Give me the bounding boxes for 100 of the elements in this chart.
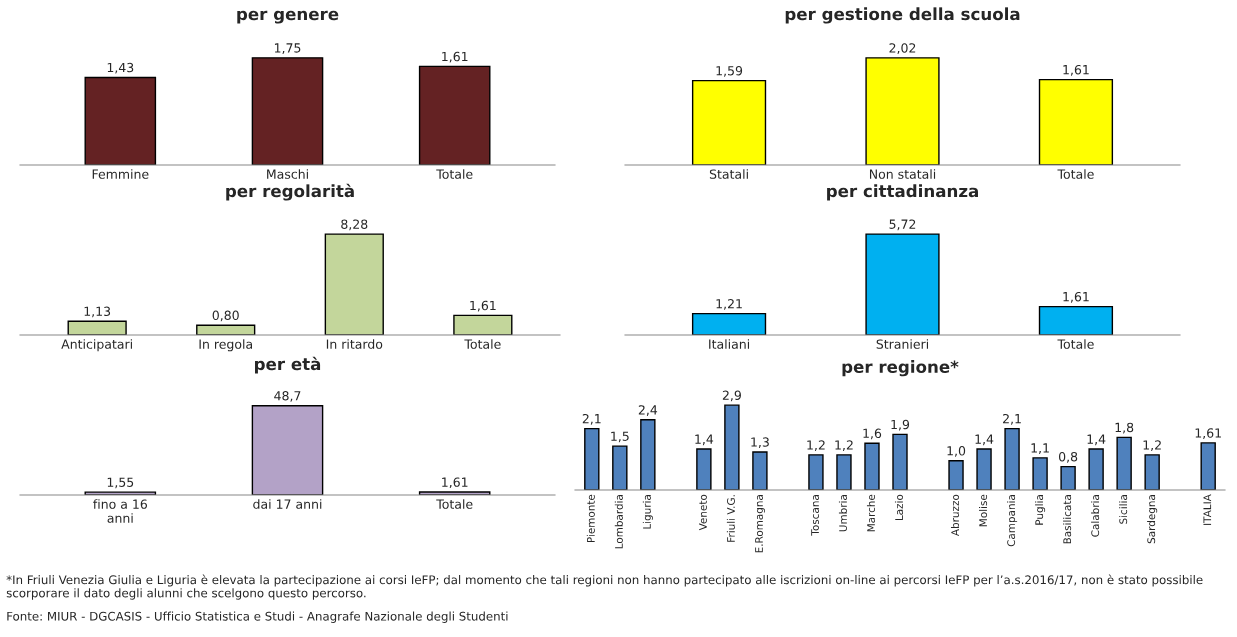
x-tick-label: Friuli V.G. — [726, 495, 735, 542]
bar — [612, 445, 628, 490]
data-label: 1,59 — [716, 66, 743, 77]
bar — [724, 404, 740, 490]
data-label: 1,61 — [1063, 64, 1089, 76]
x-tick-label: Basilicata — [1063, 495, 1072, 544]
bar — [1060, 465, 1076, 490]
x-tick-label: ITALIA — [1203, 494, 1212, 525]
x-tick-label: Italiani — [709, 339, 750, 349]
x-tick-label: fino a 16 anni — [93, 499, 147, 523]
data-label: 1,0 — [947, 446, 966, 457]
bar — [640, 419, 656, 490]
chart-title: per gestione della scuola — [785, 7, 1020, 24]
bar — [808, 454, 824, 490]
x-tick-label: Anticipatari — [61, 339, 132, 352]
data-label: 1,4 — [695, 434, 714, 446]
x-tick-label: Umbria — [838, 495, 847, 532]
x-tick-label: Totale — [436, 169, 473, 179]
data-label: 2,02 — [889, 43, 916, 54]
data-label: 1,43 — [107, 62, 134, 74]
chart-title: per genere — [237, 10, 339, 24]
data-label: 1,8 — [1115, 422, 1134, 434]
data-label: 1,9 — [891, 419, 910, 431]
x-tick-label: Sicilia — [1119, 495, 1128, 524]
bar — [864, 442, 880, 490]
data-label: 2,1 — [582, 413, 601, 425]
x-tick-label: Totale — [464, 339, 501, 349]
bar — [1032, 457, 1048, 490]
data-label: 2,4 — [638, 405, 658, 416]
x-tick-label: Liguria — [642, 495, 653, 529]
data-label: 5,72 — [889, 219, 916, 231]
data-label: 1,1 — [1031, 443, 1049, 454]
bar — [976, 448, 992, 490]
x-tick-label: Totale — [436, 499, 473, 509]
text: *In Friuli Venezia Giulia e Liguria è elevata la partecipazione ai corsi IeFP; dal momento che tali regioni non hanno partecipato alle iscrizioni on-line ai percorsi IeFP per l’a.s.2016/17, non è stato possibile scorporare il dato degli alunni che scelgono questo percorso. — [6, 574, 1203, 600]
x-tick-label: Statali — [709, 169, 748, 179]
data-label: 0,8 — [1058, 451, 1078, 463]
data-label: 48,7 — [274, 391, 301, 402]
x-tick-label: Piemonte — [586, 494, 595, 543]
data-label: 1,61 — [442, 51, 468, 63]
x-tick-label: Lombardia — [614, 495, 623, 549]
data-label: 0,80 — [212, 310, 239, 322]
bar — [453, 314, 513, 335]
x-tick-label: dai 17 anni — [253, 499, 322, 509]
data-label: 1,61 — [1063, 291, 1089, 303]
chart-title: per età — [255, 356, 321, 374]
x-tick-label: Abruzzo — [950, 494, 960, 537]
data-label: 8,28 — [341, 219, 368, 231]
data-label: 1,13 — [84, 306, 111, 318]
x-tick-label: Calabria — [1091, 495, 1100, 537]
bar — [1116, 436, 1132, 490]
x-tick-label: Totale — [1057, 339, 1094, 349]
x-tick-label: Veneto — [699, 494, 707, 531]
bar — [752, 451, 768, 490]
bar — [1144, 454, 1160, 490]
data-label: 2,1 — [1003, 413, 1021, 425]
data-label: 1,21 — [716, 299, 742, 310]
x-tick-label: Puglia — [1035, 495, 1046, 525]
bar — [1088, 448, 1104, 490]
data-label: 2,9 — [722, 390, 741, 402]
x-tick-label: Lazio — [894, 494, 904, 521]
data-label: 1,61 — [442, 477, 468, 489]
data-label: 1,6 — [863, 428, 882, 440]
x-tick-label: E.Romagna — [755, 495, 765, 553]
bar — [1200, 442, 1216, 490]
x-tick-label: Stranieri — [876, 339, 928, 349]
x-tick-label: Campania — [1007, 495, 1018, 547]
data-label: 1,61 — [470, 300, 496, 312]
bar — [324, 233, 384, 335]
chart-title: per regolarità — [226, 183, 354, 201]
x-tick-label: Molise — [979, 494, 988, 527]
x-tick-label: Non statali — [869, 169, 936, 179]
bar — [892, 433, 908, 490]
data-label: 1,75 — [274, 43, 301, 54]
x-tick-label: In ritardo — [326, 339, 383, 349]
bar — [836, 454, 852, 490]
data-label: 1,2 — [835, 440, 853, 451]
x-tick-label: Marche — [866, 494, 876, 532]
bar — [584, 427, 600, 490]
data-label: 1,2 — [1143, 440, 1161, 451]
data-label: 1,55 — [107, 477, 134, 489]
bar — [948, 460, 964, 490]
x-tick-label: Totale — [1057, 169, 1094, 179]
x-tick-label: Femmine — [92, 169, 149, 179]
x-tick-label: Maschi — [267, 169, 308, 179]
data-label: 1,5 — [611, 431, 629, 443]
data-label: 1,61 — [1195, 428, 1221, 439]
x-tick-label: Toscana — [811, 495, 819, 536]
source-note: Fonte: MIUR - DGCASIS - Ufficio Statistica e Studi - Anagrafe Nazionale degli Studenti — [7, 611, 508, 623]
data-label: 1,4 — [1087, 434, 1106, 446]
bar — [67, 320, 127, 335]
bar — [696, 448, 712, 490]
data-label: 1,4 — [975, 434, 994, 446]
bar — [1004, 427, 1020, 490]
data-label: 1,2 — [807, 440, 825, 451]
chart-title: per regione* — [842, 360, 959, 377]
x-tick-label: In regola — [199, 339, 252, 352]
x-tick-label: Sardegna — [1147, 495, 1158, 544]
chart-title: per cittadinanza — [827, 184, 978, 201]
data-label: 1,3 — [751, 437, 769, 449]
